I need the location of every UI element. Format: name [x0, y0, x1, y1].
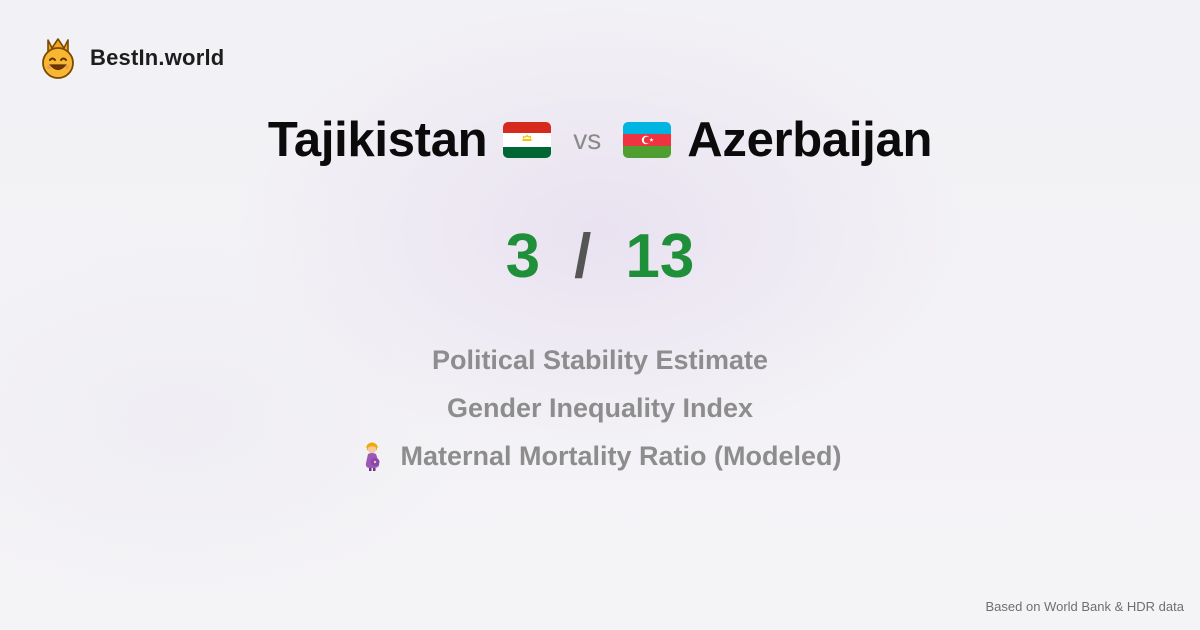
- brand-header[interactable]: BestIn.world: [38, 36, 224, 80]
- left-country-name: Tajikistan: [267, 113, 488, 167]
- pregnant-woman-icon: [366, 442, 380, 471]
- metric-label: Maternal Mortality Ratio (Modeled): [400, 440, 842, 471]
- metric-item: Political Stability Estimate: [432, 336, 768, 384]
- right-score: 13: [625, 221, 695, 291]
- metric-label: Political Stability Estimate: [431, 344, 769, 375]
- score-row: 3 / 13: [0, 218, 1200, 294]
- comparison-title: Tajikistan vs Azerbaijan: [0, 108, 1200, 172]
- vs-label: vs: [573, 124, 602, 155]
- metric-label: Gender Inequality Index: [446, 392, 754, 423]
- crowned-smiley-icon: [42, 38, 74, 79]
- right-country-name: Azerbaijan: [687, 113, 933, 167]
- data-source-note: Based on World Bank & HDR data: [985, 599, 1184, 614]
- metric-item: Gender Inequality Index: [447, 384, 753, 432]
- azerbaijan-flag-icon: [623, 122, 672, 158]
- metrics-list: Political Stability Estimate Gender Ineq…: [0, 336, 1200, 480]
- brand-name: BestIn.world: [90, 45, 225, 70]
- score-separator: /: [574, 221, 592, 291]
- tajikistan-flag-icon: [503, 122, 552, 158]
- left-score: 3: [505, 221, 541, 291]
- metric-item: Maternal Mortality Ratio (Modeled): [358, 432, 842, 480]
